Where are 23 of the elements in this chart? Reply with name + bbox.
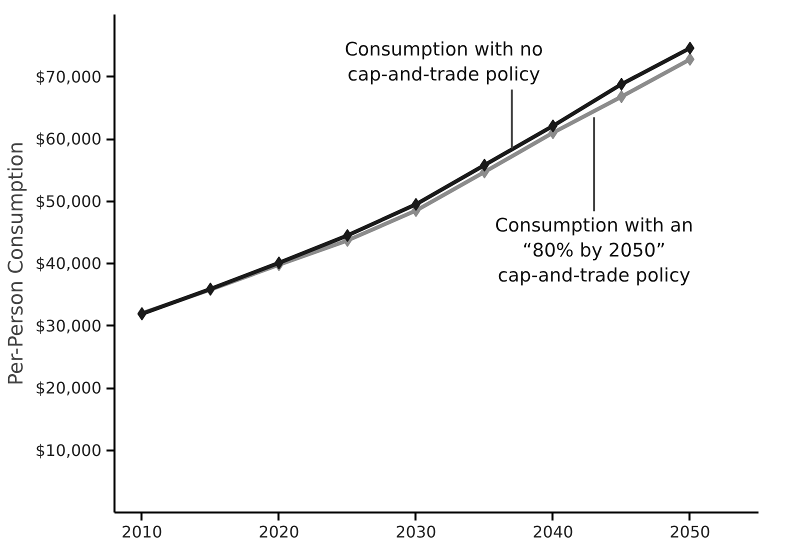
point xyxy=(616,78,626,91)
x-tick-label: 2050 xyxy=(670,522,710,540)
point xyxy=(616,90,626,104)
point xyxy=(685,42,694,55)
point xyxy=(480,158,489,172)
y-tick-label: $10,000 xyxy=(35,440,102,460)
point xyxy=(685,52,694,66)
y-tick-label: $20,000 xyxy=(35,378,102,398)
y-tick-label: $50,000 xyxy=(35,192,102,211)
point xyxy=(411,198,420,211)
y-tick-label: $70,000 xyxy=(35,67,102,86)
point xyxy=(342,228,352,242)
y-tick-label: $30,000 xyxy=(35,316,102,336)
annotation: Consumption with an “80% by 2050” cap-and-trade policy xyxy=(494,215,694,287)
x-tick-label: 2010 xyxy=(122,522,162,540)
y-tick-label: $60,000 xyxy=(35,130,102,148)
y-tick-label: $40,000 xyxy=(35,254,102,273)
annotation: Consumption with no cap-and-trade policy xyxy=(344,39,543,86)
point xyxy=(548,119,558,132)
x-tick-label: 2020 xyxy=(258,522,300,540)
y-axis-title: Per-Person Consumption xyxy=(3,142,28,386)
x-tick-label: 2040 xyxy=(532,522,574,540)
x-tick-label: 2030 xyxy=(396,522,436,540)
